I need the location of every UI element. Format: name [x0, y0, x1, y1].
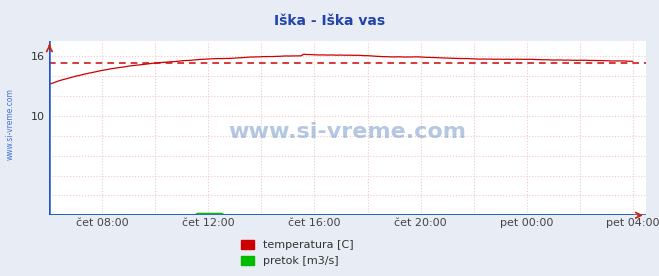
Text: www.si-vreme.com: www.si-vreme.com [5, 88, 14, 160]
Legend: temperatura [C], pretok [m3/s]: temperatura [C], pretok [m3/s] [236, 235, 358, 270]
Text: www.si-vreme.com: www.si-vreme.com [229, 122, 467, 142]
Text: Iška - Iška vas: Iška - Iška vas [274, 14, 385, 28]
